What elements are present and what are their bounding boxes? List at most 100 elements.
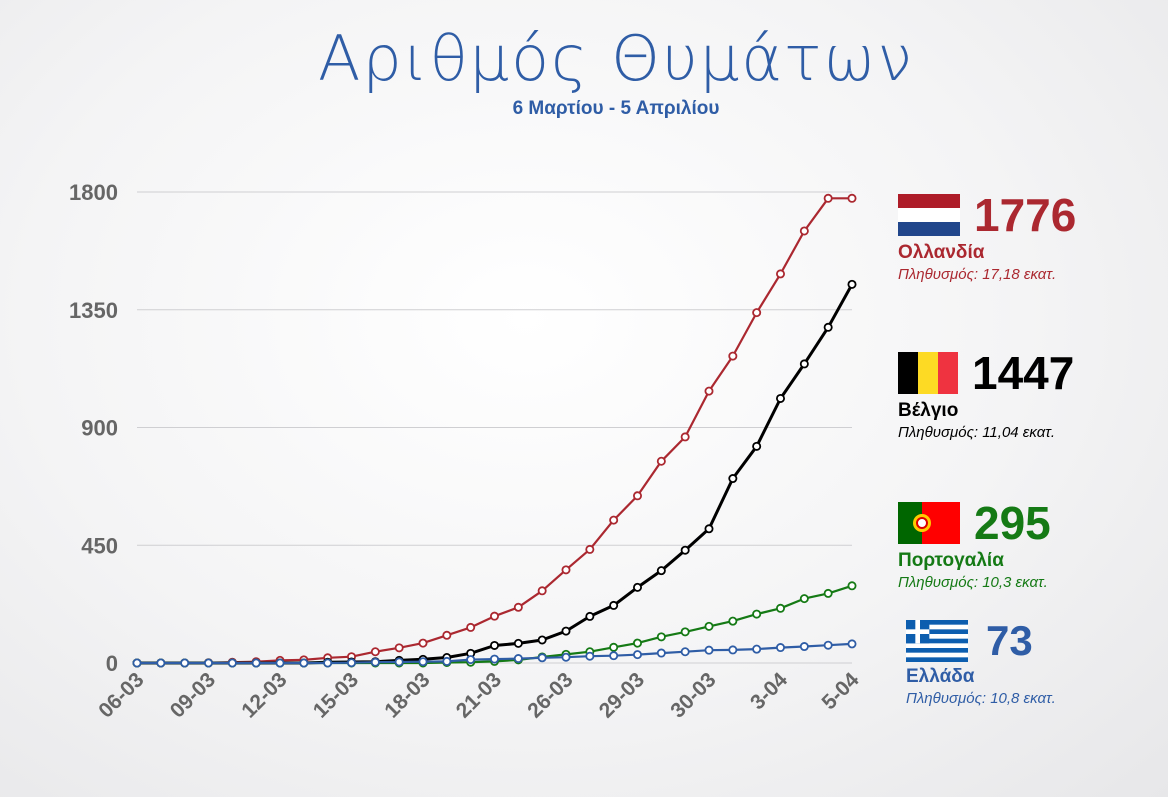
chart-title: Αριθμός Θυμάτων (317, 22, 915, 95)
data-point (728, 351, 738, 361)
chart-subtitle: 6 Μαρτίου - 5 Απριλίου (512, 98, 720, 119)
data-point (561, 626, 571, 636)
data-point (585, 651, 595, 661)
data-point (489, 640, 499, 650)
data-point (489, 611, 499, 621)
legend-belgium: 1447 Βέλγιο Πληθυσμός: 11,04 εκατ. (898, 350, 1158, 441)
data-point (156, 658, 166, 668)
country-greece: Ελλάδα (906, 666, 975, 687)
count-greece: 73 (986, 617, 1033, 664)
data-point (823, 193, 833, 203)
x-axis-ticks: 06-03 09-03 12-03 15-03 18-03 21-03 26-03 29-03… (94, 668, 863, 722)
x-tick-label: 5-04 (818, 668, 864, 714)
count-portugal: 295 (974, 497, 1051, 549)
data-point (537, 586, 547, 596)
legend-greece: 73 Ελλάδα Πληθυσμός: 10,8 εκατ. (906, 620, 1166, 707)
data-point (704, 645, 714, 655)
x-tick-label: 29-03 (595, 668, 649, 722)
series-lines (132, 193, 857, 668)
data-point (561, 652, 571, 662)
series-0 (132, 193, 857, 668)
data-point (370, 647, 380, 657)
data-point (752, 308, 762, 318)
x-tick-label: 12-03 (237, 668, 291, 722)
data-point (776, 269, 786, 279)
data-point (847, 581, 857, 591)
data-point (132, 658, 142, 668)
data-point (704, 621, 714, 631)
data-point (656, 648, 666, 658)
x-tick-label: 06-03 (94, 668, 148, 722)
data-point (680, 627, 690, 637)
data-point (656, 456, 666, 466)
data-point (585, 611, 595, 621)
data-point (847, 639, 857, 649)
data-point (537, 653, 547, 663)
series-line (137, 584, 853, 665)
data-point (513, 602, 523, 612)
data-point (799, 226, 809, 236)
y-tick-label: 900 (81, 416, 118, 441)
country-portugal: Πορτογαλία (898, 550, 1004, 571)
data-point (847, 193, 857, 203)
population-belgium: Πληθυσμός: 11,04 εκατ. (898, 424, 1056, 441)
data-point (704, 524, 714, 534)
data-point (370, 657, 380, 667)
data-point (418, 657, 428, 667)
y-tick-label: 450 (81, 533, 118, 558)
data-point (776, 603, 786, 613)
data-point (442, 630, 452, 640)
data-point (466, 622, 476, 632)
data-point (180, 658, 190, 668)
data-point (513, 654, 523, 664)
data-point (680, 545, 690, 555)
netherlands-flag-icon (898, 194, 960, 236)
data-point (847, 279, 857, 289)
data-point (513, 638, 523, 648)
data-point (442, 656, 452, 666)
data-point (799, 642, 809, 652)
data-point (466, 655, 476, 665)
data-point (776, 643, 786, 653)
data-point (633, 582, 643, 592)
data-point (680, 647, 690, 657)
data-point (275, 658, 285, 668)
data-point (799, 359, 809, 369)
data-point (823, 588, 833, 598)
data-point (656, 632, 666, 642)
data-point (346, 658, 356, 668)
data-point (537, 635, 547, 645)
data-point (728, 616, 738, 626)
population-portugal: Πληθυσμός: 10,3 εκατ. (898, 574, 1048, 591)
country-netherlands: Ολλανδία (898, 242, 985, 263)
data-point (656, 566, 666, 576)
greece-flag-icon (906, 620, 968, 662)
country-belgium: Βέλγιο (898, 400, 959, 421)
count-belgium: 1447 (972, 347, 1075, 399)
x-tick-label: 26-03 (523, 668, 577, 722)
y-tick-label: 1800 (69, 180, 118, 205)
data-point (680, 432, 690, 442)
data-point (609, 515, 619, 525)
x-tick-label: 30-03 (666, 668, 720, 722)
data-point (609, 651, 619, 661)
gridlines (137, 191, 852, 664)
data-point (776, 393, 786, 403)
series-2 (132, 581, 857, 668)
x-tick-label: 21-03 (452, 668, 506, 722)
data-point (799, 594, 809, 604)
data-point (823, 640, 833, 650)
x-tick-label: 09-03 (166, 668, 220, 722)
data-point (394, 657, 404, 667)
legend-netherlands: 1776 Ολλανδία Πληθυσμός: 17,18 εκατ. (898, 192, 1158, 283)
data-point (704, 386, 714, 396)
data-point (323, 658, 333, 668)
data-point (227, 658, 237, 668)
x-tick-label: 15-03 (309, 668, 363, 722)
count-netherlands: 1776 (974, 189, 1077, 241)
data-point (561, 565, 571, 575)
data-point (203, 658, 213, 668)
population-netherlands: Πληθυσμός: 17,18 εκατ. (898, 266, 1057, 283)
